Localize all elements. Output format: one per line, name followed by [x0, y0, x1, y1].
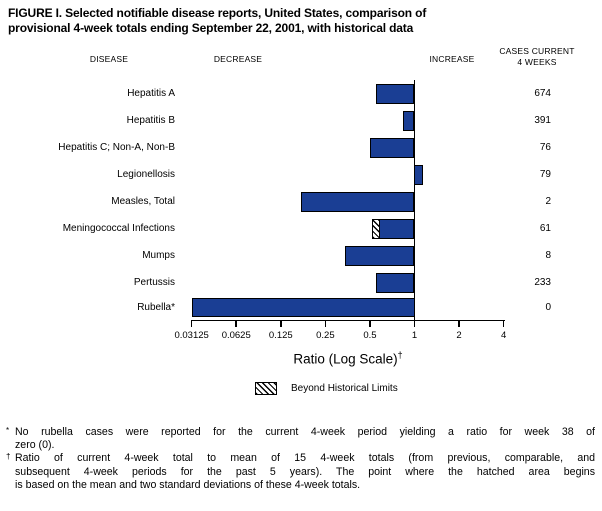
cases-value: 2: [545, 196, 551, 207]
figure-title-line1: FIGURE I. Selected notifiable disease re…: [8, 6, 427, 20]
axis-tick: [458, 321, 460, 327]
figure-title: FIGURE I. Selected notifiable disease re…: [8, 6, 426, 35]
disease-label: Meningococcal Infections: [62, 223, 175, 234]
footnote-line: zero (0).: [15, 439, 55, 452]
ratio-bar: [191, 297, 415, 317]
disease-label: Rubella*: [137, 301, 175, 313]
beyond-limits-segment: [373, 220, 381, 238]
ratio-bar: [376, 84, 415, 104]
x-axis-line: [191, 319, 505, 322]
x-axis-label: Ratio (Log Scale)†: [268, 350, 428, 367]
footnote: * No rubella cases were reported for the …: [6, 426, 595, 452]
footnotes-block: * No rubella cases were reported for the …: [6, 426, 595, 492]
axis-tick-label: 0.5: [363, 330, 377, 341]
axis-tick: [190, 321, 193, 327]
footnote-line: Ratio of current 4-week total to mean of…: [15, 452, 595, 465]
ratio-bar: [369, 138, 415, 158]
ratio-bar: [345, 246, 415, 266]
footnote-line: subsequent 4-week periods for the past 5…: [15, 465, 595, 478]
axis-tick-label: 1: [411, 330, 418, 341]
axis-tick-label: 0.03125: [174, 330, 209, 341]
cases-value: 233: [534, 277, 551, 288]
axis-tick: [280, 321, 282, 327]
footnote-marker: †: [6, 452, 11, 462]
footnote-line: No rubella cases were reported for the c…: [15, 426, 595, 438]
axis-tick: [235, 321, 237, 327]
axis-tick: [369, 321, 371, 327]
figure-title-line2: provisional 4-week totals ending Septemb…: [8, 20, 414, 35]
cases-value: 0: [545, 301, 551, 313]
column-header-cases-line2: 4 WEEKS: [517, 57, 557, 67]
column-header-decrease: DECREASE: [213, 54, 263, 64]
axis-tick-label: 4: [500, 330, 507, 341]
axis-tick-label: 0.125: [268, 330, 293, 341]
disease-label: Hepatitis C; Non-A, Non-B: [58, 142, 175, 153]
cases-value: 76: [539, 142, 551, 153]
axis-tick: [413, 321, 416, 327]
column-header-cases: CASES CURRENT 4 WEEKS: [487, 46, 587, 68]
dagger-footnote-marker: †: [397, 350, 403, 360]
disease-label: Legionellosis: [117, 169, 175, 180]
footnote-marker: *: [6, 426, 10, 435]
ratio-bar: [413, 165, 423, 185]
cases-value: 61: [539, 223, 551, 234]
disease-label: Pertussis: [133, 277, 175, 288]
footnote: † Ratio of current 4-week total to mean o…: [6, 452, 595, 492]
ratio-bar: [376, 273, 415, 293]
ratio-bar: [403, 111, 415, 131]
x-axis-label-text: Ratio (Log Scale): [293, 351, 398, 367]
disease-label: Mumps: [142, 250, 175, 261]
legend-label: Beyond Historical Limits: [291, 383, 398, 394]
axis-tick: [502, 321, 505, 327]
disease-label: Hepatitis A: [127, 88, 175, 99]
cases-value: 79: [539, 169, 551, 180]
disease-label: Hepatitis B: [126, 115, 175, 126]
ratio-bar: [300, 192, 415, 212]
disease-label: Measles, Total: [111, 196, 175, 207]
footnote-line: is based on the mean and two standard de…: [15, 478, 361, 491]
ratio-bar: [372, 219, 415, 239]
column-header-cases-line1: CASES CURRENT: [499, 46, 575, 56]
cases-value: 674: [534, 88, 551, 99]
column-header-increase: INCREASE: [429, 54, 475, 64]
cases-value: 391: [534, 115, 551, 126]
column-header-disease: DISEASE: [89, 54, 129, 64]
axis-tick-label: 0.0625: [221, 330, 251, 341]
axis-tick-label: 0.25: [316, 330, 335, 341]
axis-tick: [324, 321, 327, 327]
cases-value: 8: [545, 250, 551, 261]
axis-tick-label: 2: [456, 330, 462, 341]
beyond-limits-hatch-swatch: [255, 382, 277, 395]
